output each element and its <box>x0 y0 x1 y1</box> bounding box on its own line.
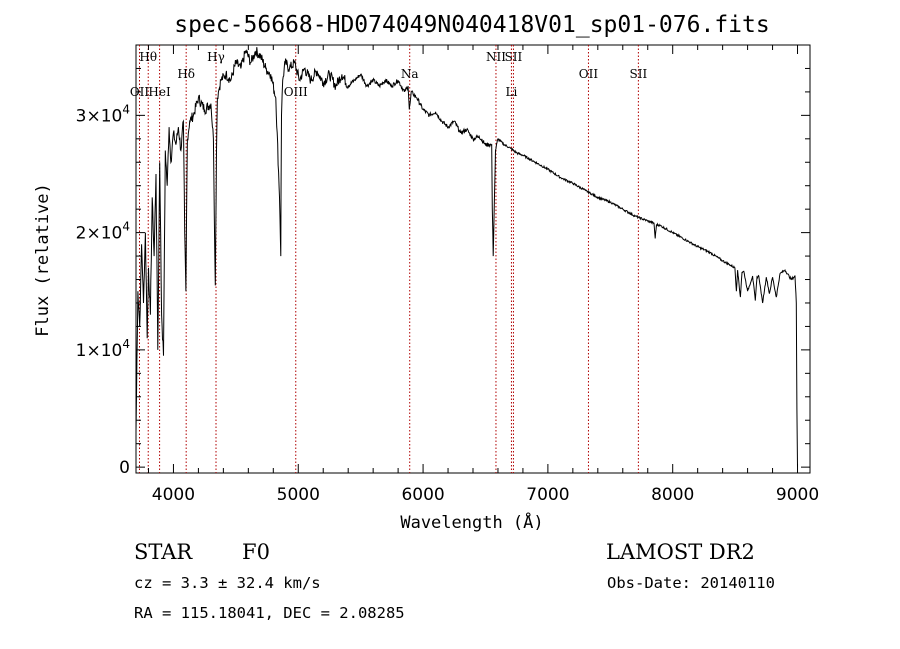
line-marker-label: OII <box>579 67 599 81</box>
x-tick-label: 5000 <box>277 485 320 505</box>
line-marker-label: HeI <box>148 85 171 99</box>
redshift-text: cz = 3.3 ± 32.4 km/s <box>134 574 321 592</box>
survey-name: LAMOST DR2 <box>606 540 755 564</box>
x-axis-label: Wavelength (Å) <box>400 511 543 533</box>
y-tick-label: 0 <box>119 458 130 478</box>
line-marker-label: OIII <box>284 85 308 99</box>
axis-ticks: 4000 5000 6000 7000 8000 9000 0 1×104 2×104 3×104 <box>76 45 819 505</box>
y-tick-label: 3×104 <box>76 102 130 126</box>
line-marker-label: SII <box>630 67 648 81</box>
line-marker-label: Hδ <box>177 67 195 81</box>
plot-frame <box>135 44 811 474</box>
x-tick-label: 7000 <box>526 485 569 505</box>
x-tick-label: 9000 <box>776 485 819 505</box>
line-marker-label: NII <box>486 50 506 64</box>
y-tick-label: 1×104 <box>76 337 130 361</box>
line-marker-label: SII <box>505 50 523 64</box>
observation-date: Obs-Date: 20140110 <box>607 574 775 592</box>
x-tick-label: 6000 <box>401 485 444 505</box>
x-tick-label: 8000 <box>651 485 694 505</box>
object-class: STAR <box>134 540 193 564</box>
line-marker-label: Hθ <box>139 50 157 64</box>
line-marker-label: Li <box>506 85 518 99</box>
spectrum-chart: spec-56668-HD074049N040418V01_sp01-076.f… <box>33 12 819 533</box>
spectrum-line <box>135 47 798 468</box>
x-tick-label: 4000 <box>152 485 195 505</box>
spectral-subclass: F0 <box>242 540 270 564</box>
y-tick-label: 2×104 <box>76 220 130 244</box>
chart-title: spec-56668-HD074049N040418V01_sp01-076.f… <box>174 12 769 38</box>
line-marker-label: Na <box>401 67 419 81</box>
coordinates-text: RA = 115.18041, DEC = 2.08285 <box>134 604 405 622</box>
line-marker-label: Hγ <box>207 50 225 64</box>
y-axis-label: Flux (relative) <box>33 183 53 337</box>
